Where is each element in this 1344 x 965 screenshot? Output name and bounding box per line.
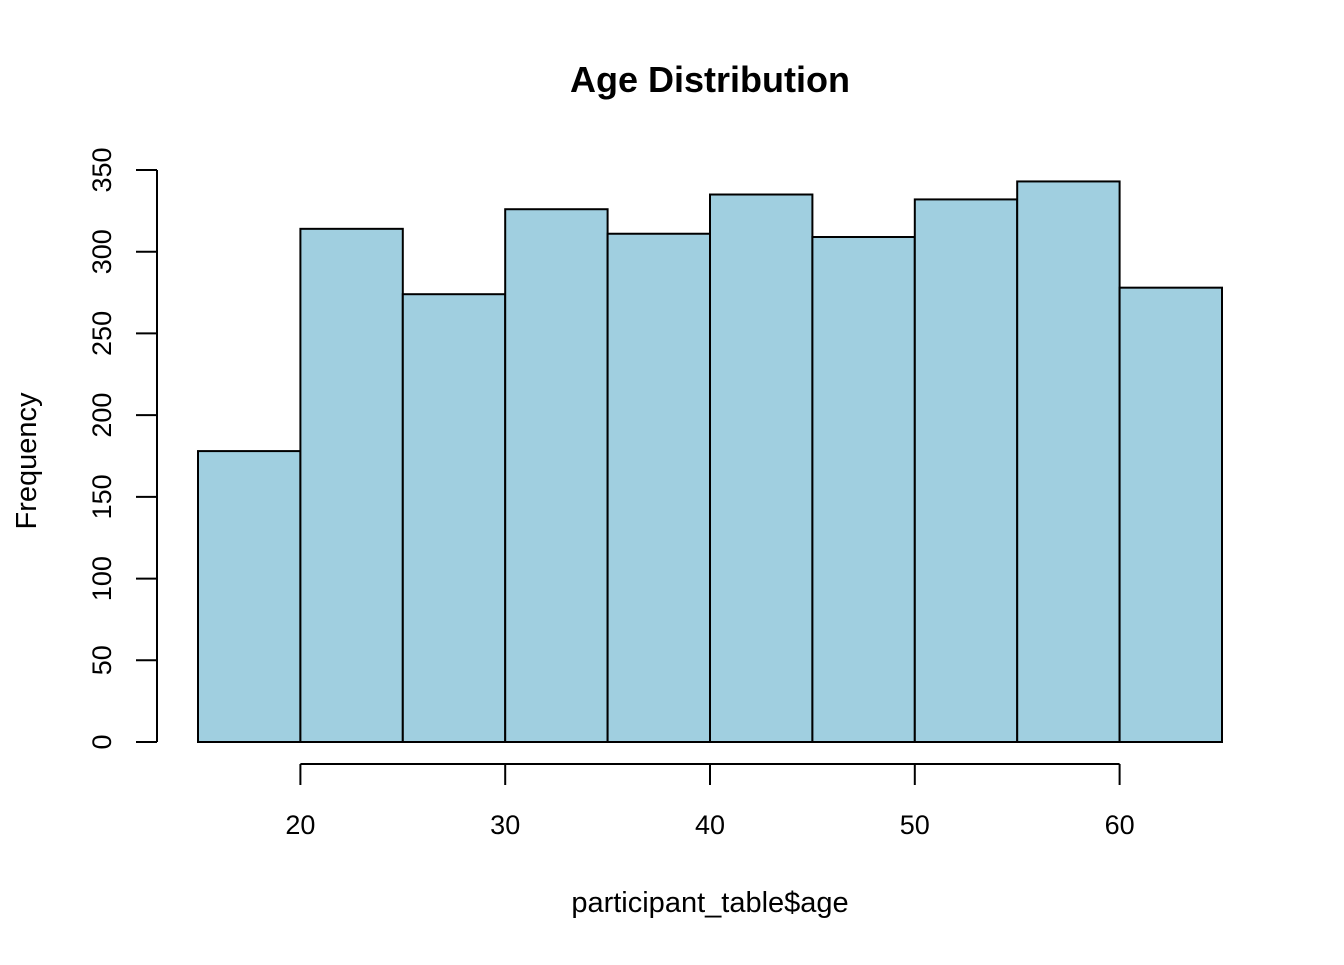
x-tick-label-30: 30 <box>490 810 520 840</box>
y-tick-label-100: 100 <box>87 556 117 601</box>
y-tick-label-50: 50 <box>87 645 117 675</box>
y-tick-label-300: 300 <box>87 229 117 274</box>
x-tick-label-50: 50 <box>900 810 930 840</box>
x-axis: 20 30 40 50 60 <box>285 763 1135 840</box>
histogram-bar-5 <box>709 193 814 743</box>
x-tick-label-60: 60 <box>1105 810 1135 840</box>
x-tick-label-40: 40 <box>695 810 725 840</box>
x-axis-label: participant_table$age <box>571 887 848 919</box>
histogram-bar-4 <box>606 232 711 743</box>
histogram-bar-1 <box>299 227 404 743</box>
histogram-bar-2 <box>401 293 507 743</box>
bars-group <box>197 180 1223 744</box>
y-tick-label-200: 200 <box>87 393 117 438</box>
y-tick-label-250: 250 <box>87 311 117 356</box>
y-axis-label: Frequency <box>11 392 43 530</box>
histogram-bar-7 <box>913 198 1019 744</box>
y-axis: 0 50 100 150 200 250 300 350 <box>87 147 158 750</box>
histogram-bar-3 <box>504 208 609 744</box>
x-tick-label-20: 20 <box>285 810 315 840</box>
y-tick-label-350: 350 <box>87 147 117 192</box>
histogram-bar-6 <box>811 236 916 743</box>
histogram-bar-0 <box>197 450 302 743</box>
histogram-bar-9 <box>1118 286 1223 743</box>
histogram-bar-8 <box>1016 180 1121 743</box>
y-tick-label-0: 0 <box>87 734 117 749</box>
chart-title: Age Distribution <box>570 59 850 100</box>
y-tick-label-150: 150 <box>87 474 117 519</box>
